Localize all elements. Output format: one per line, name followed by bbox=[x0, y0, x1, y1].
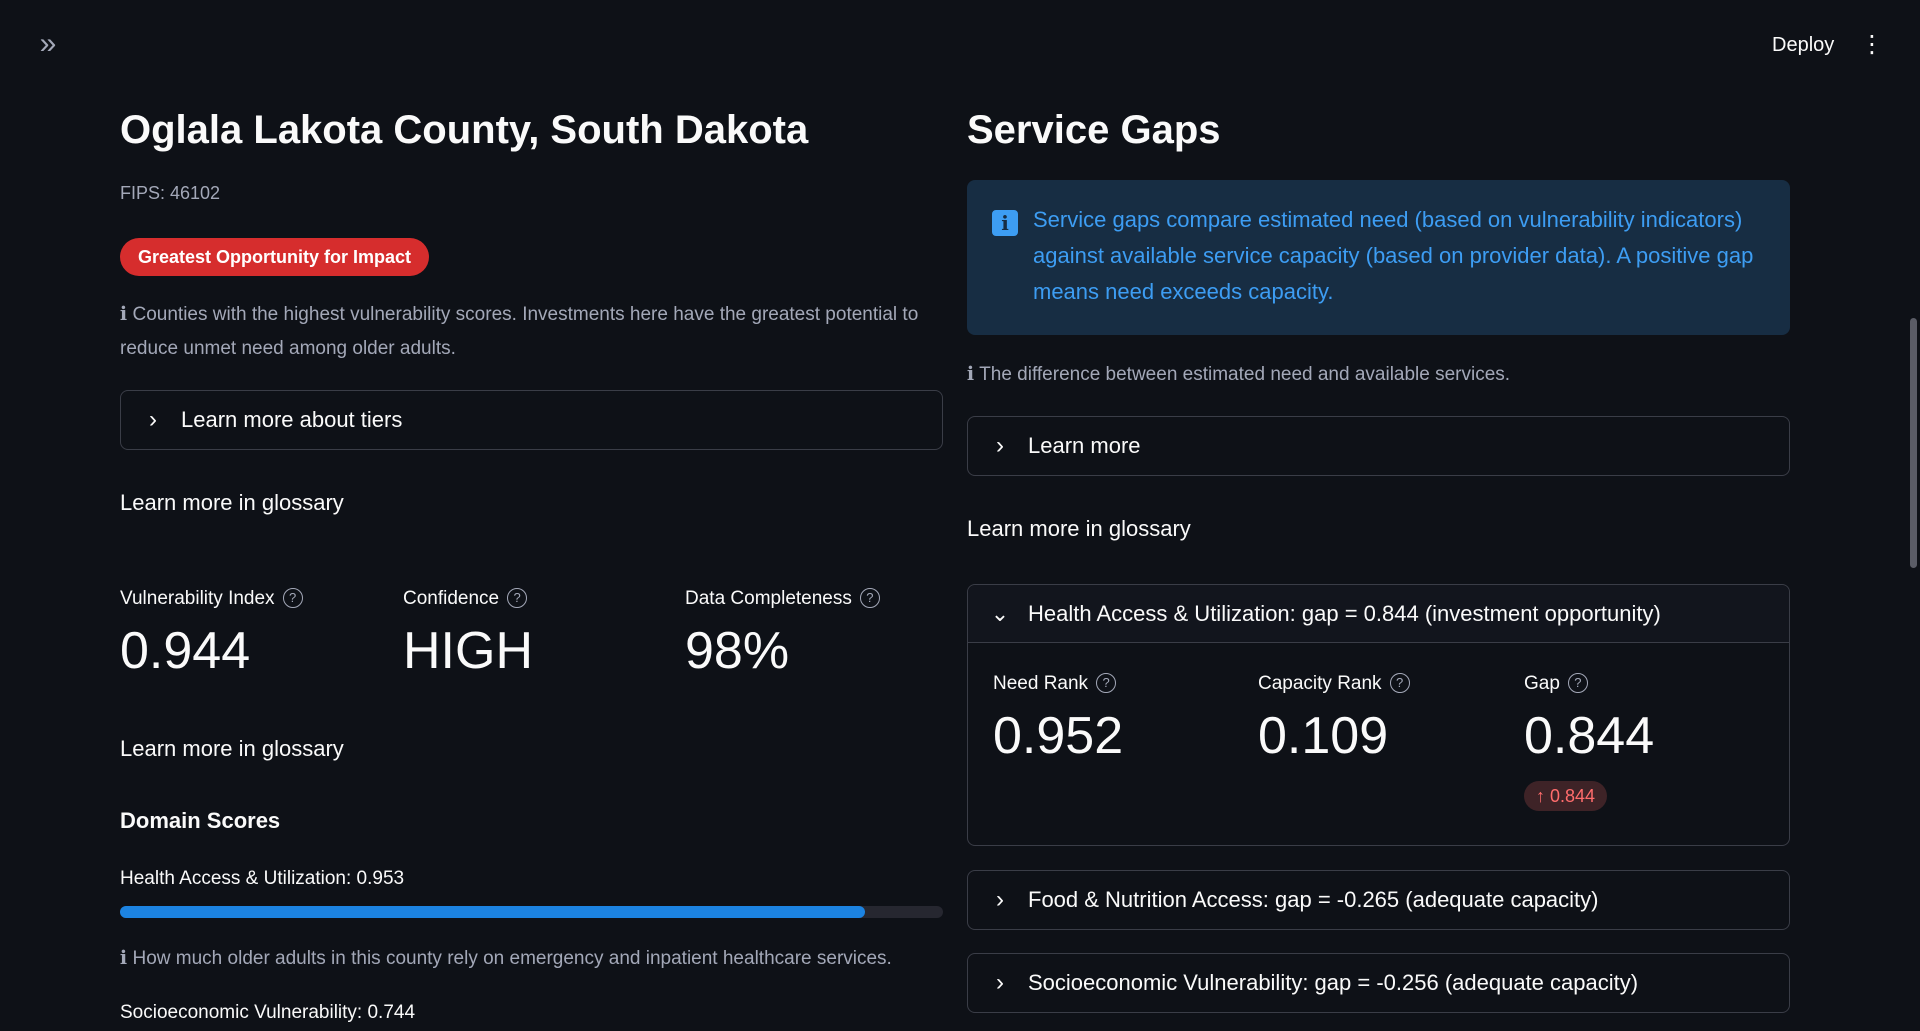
metric-capacity-rank: Capacity Rank? 0.109 bbox=[1258, 671, 1538, 771]
gap-delta-badge: ↑ 0.844 bbox=[1524, 781, 1608, 811]
metric-label: Vulnerability Index bbox=[120, 588, 275, 609]
help-icon[interactable]: ? bbox=[859, 588, 880, 608]
metric-value: 0.952 bbox=[993, 707, 1124, 765]
metric-gap: Gap? 0.844 bbox=[1524, 671, 1804, 771]
gap-expander-food-nutrition[interactable]: › Food & Nutrition Access: gap = -0.265 … bbox=[967, 870, 1790, 930]
learn-more-label: Learn more bbox=[1028, 433, 1141, 458]
double-chevron-right-icon[interactable]: » bbox=[39, 27, 57, 60]
help-icon[interactable]: ? bbox=[282, 588, 303, 608]
metric-value: 0.844 bbox=[1524, 707, 1655, 765]
metric-confidence: Confidence? HIGH bbox=[403, 586, 683, 686]
domain-scores-heading: Domain Scores bbox=[120, 808, 281, 833]
help-icon[interactable]: ? bbox=[507, 588, 528, 608]
metric-label: Capacity Rank bbox=[1258, 673, 1382, 694]
metric-value: 0.944 bbox=[120, 622, 251, 680]
domain-score-note: ℹ How much older adults in this county r… bbox=[120, 948, 892, 969]
chevron-right-icon: › bbox=[149, 406, 157, 433]
domain-score-label: Socioeconomic Vulnerability: 0.744 bbox=[120, 1002, 416, 1023]
help-icon[interactable]: ? bbox=[1389, 673, 1410, 693]
info-alert-text: Service gaps compare estimated need (bas… bbox=[1033, 207, 1754, 304]
domain-score-label: Health Access & Utilization: 0.953 bbox=[120, 868, 405, 889]
metric-data-completeness: Data Completeness? 98% bbox=[685, 586, 965, 686]
tiers-expander[interactable]: › Learn more about tiers bbox=[120, 390, 943, 450]
metric-label: Confidence bbox=[403, 588, 500, 609]
domain-score-bar bbox=[120, 906, 943, 918]
info-icon: i bbox=[992, 210, 1018, 236]
help-icon[interactable]: ? bbox=[1096, 673, 1117, 693]
metric-label: Gap bbox=[1524, 673, 1560, 694]
glossary-link[interactable]: Learn more in glossary bbox=[120, 490, 344, 515]
metric-label: Need Rank bbox=[993, 673, 1089, 694]
vertical-ellipsis-icon[interactable]: ⋮ bbox=[1860, 31, 1884, 58]
help-icon[interactable]: ? bbox=[1567, 673, 1588, 693]
chevron-right-icon: › bbox=[996, 432, 1004, 459]
metric-need-rank: Need Rank? 0.952 bbox=[993, 671, 1273, 771]
metric-value: 0.109 bbox=[1258, 707, 1389, 765]
top-toolbar: » Deploy ⋮ bbox=[0, 0, 1920, 90]
metric-vulnerability-index: Vulnerability Index? 0.944 bbox=[120, 586, 400, 686]
gap-expander-title: Food & Nutrition Access: gap = -0.265 (a… bbox=[1028, 887, 1599, 912]
domain-score-fill bbox=[120, 906, 866, 918]
glossary-link[interactable]: Learn more in glossary bbox=[120, 736, 344, 761]
glossary-link[interactable]: Learn more in glossary bbox=[967, 516, 1191, 541]
scrollbar-thumb[interactable] bbox=[1910, 318, 1917, 568]
metric-value: HIGH bbox=[403, 622, 533, 680]
gap-expander-header[interactable]: ⌄ Health Access & Utilization: gap = 0.8… bbox=[968, 585, 1789, 643]
gap-expander-title: Health Access & Utilization: gap = 0.844… bbox=[1028, 601, 1661, 626]
chevron-right-icon: › bbox=[996, 886, 1004, 913]
learn-more-expander[interactable]: › Learn more bbox=[967, 416, 1790, 476]
gap-expander-title: Socioeconomic Vulnerability: gap = -0.25… bbox=[1028, 970, 1639, 995]
chevron-down-icon: ⌄ bbox=[990, 601, 1010, 626]
fips-code: FIPS: 46102 bbox=[120, 183, 221, 203]
gap-expander-socioeconomic[interactable]: › Socioeconomic Vulnerability: gap = -0.… bbox=[967, 953, 1790, 1013]
chevron-right-icon: › bbox=[996, 969, 1004, 996]
tier-badge: Greatest Opportunity for Impact bbox=[120, 238, 430, 276]
service-gaps-title: Service Gaps bbox=[967, 108, 1221, 152]
info-alert: i Service gaps compare estimated need (b… bbox=[967, 180, 1790, 335]
tier-note: ℹ Counties with the highest vulnerabilit… bbox=[120, 304, 919, 359]
gap-note: ℹ The difference between estimated need … bbox=[967, 364, 1511, 385]
metric-value: 98% bbox=[685, 622, 790, 680]
deploy-button[interactable]: Deploy bbox=[1772, 34, 1835, 56]
gap-expander-health-access: ⌄ Health Access & Utilization: gap = 0.8… bbox=[967, 584, 1790, 846]
county-title: Oglala Lakota County, South Dakota bbox=[120, 108, 809, 152]
tiers-expander-label: Learn more about tiers bbox=[181, 407, 403, 432]
metric-label: Data Completeness bbox=[685, 588, 852, 609]
